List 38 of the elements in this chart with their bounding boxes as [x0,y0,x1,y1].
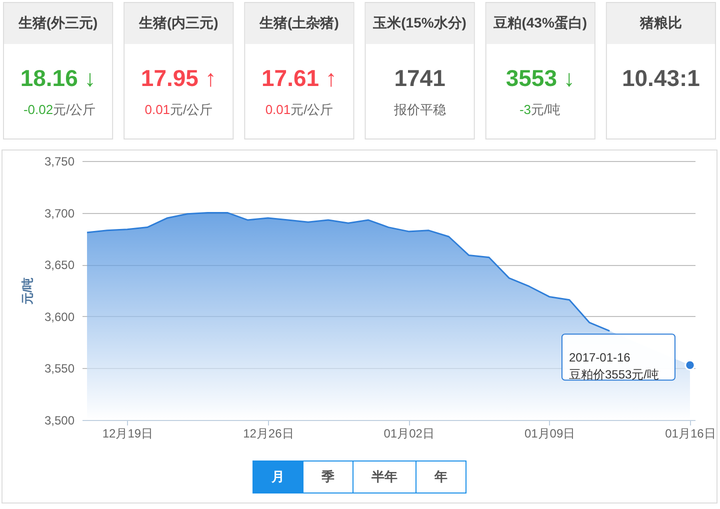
x-tick-label: 01月16日 [665,426,716,440]
text: 17.95 ↑ [140,65,216,91]
y-tick-label: 3,750 [44,154,75,168]
text: 0.01 [265,102,291,117]
category-label: 月 [270,469,284,484]
annotation: 2017-01-16 豆粕价3553元/吨 [568,350,660,382]
text: 元/公斤 [53,102,96,117]
category-label: 年 [434,469,448,484]
category-label: 半年 [370,469,398,484]
y-tick-label: 3,550 [44,362,75,376]
text: 豆粕(43%蛋白) [492,14,588,30]
text: -0.02 [23,102,54,117]
x-tick-label: 12月19日 [102,426,154,440]
text: 1741 [394,65,446,91]
text: 玉米(15%水分) [372,14,466,30]
text: 生猪(外三元) [17,14,98,30]
y-axis-title: 元/吨 [20,277,34,306]
y-tick-label: 3,600 [44,310,75,324]
x-tick-label: 12月26日 [243,426,294,440]
text: 猪粮比 [638,14,682,30]
text: 17.61 ↑ [261,65,337,91]
text: 0.01 [144,102,170,117]
text: 生猪(内三元) [138,14,218,30]
y-tick-label: 3,500 [44,414,75,428]
x-tick-label: 01月09日 [524,426,576,440]
text: 3553 ↓ [506,65,575,91]
text: 10.43:1 [622,65,700,91]
text: 生猪(土杂猪) [258,14,339,30]
text: 元/公斤 [290,102,334,117]
text: 元/公斤 [170,102,213,117]
x-tick-label: 01月02日 [384,426,434,440]
text: -3 [519,102,532,117]
y-tick-label: 3,700 [44,206,75,220]
text: 18.16 ↓ [20,65,96,91]
text: 报价平稳 [392,102,446,117]
y-tick-label: 3,650 [44,258,75,272]
category-label: 季 [320,469,334,484]
text: 元/吨 [531,102,561,117]
